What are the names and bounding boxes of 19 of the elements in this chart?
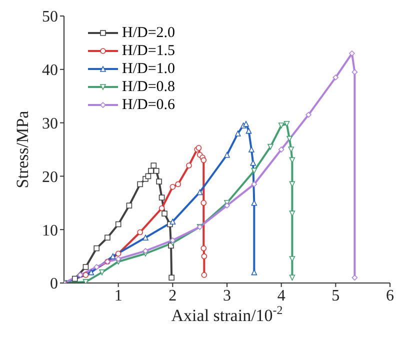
x-tick-label: 3 bbox=[223, 287, 231, 304]
x-tick-label: 5 bbox=[332, 287, 340, 304]
legend-label: H/D=2.0 bbox=[122, 24, 176, 42]
x-tick-label: 1 bbox=[114, 287, 122, 304]
legend-label: H/D=1.5 bbox=[122, 42, 176, 60]
x-axis-title: Axial strain/10$^{-2}$ bbox=[171, 303, 283, 325]
y-tick-label: 50 bbox=[42, 8, 58, 26]
y-tick-label: 0 bbox=[50, 276, 58, 293]
legend-label: H/D=1.0 bbox=[122, 60, 176, 78]
x-tick-label: 4 bbox=[277, 287, 286, 304]
y-tick-label: 10 bbox=[42, 222, 58, 240]
legend-label: H/D=0.6 bbox=[122, 96, 176, 114]
y-tick-label: 20 bbox=[42, 168, 58, 186]
legend-label: H/D=0.8 bbox=[122, 78, 176, 96]
x-tick-label: 6 bbox=[386, 287, 394, 304]
y-tick-label: 40 bbox=[42, 62, 58, 80]
y-tick-label: 30 bbox=[42, 115, 58, 132]
x-tick-label: 2 bbox=[168, 287, 177, 304]
y-axis-title: Stress/MPa bbox=[13, 110, 32, 188]
